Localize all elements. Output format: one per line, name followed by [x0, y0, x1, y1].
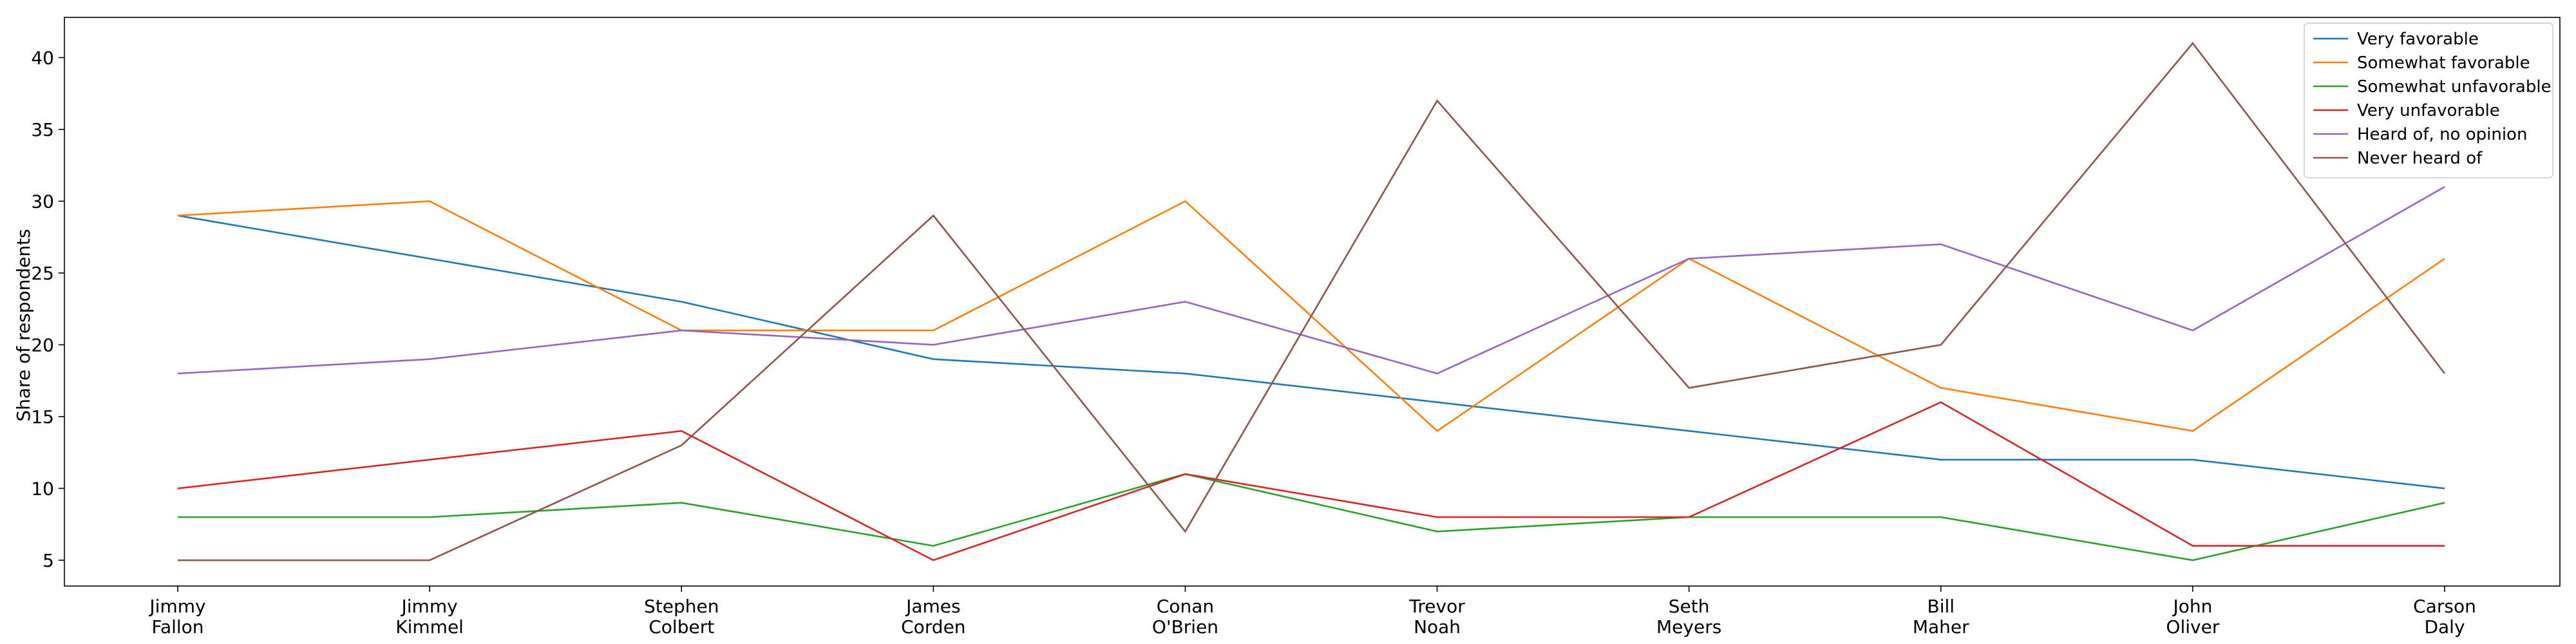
legend-label: Somewhat favorable: [2357, 53, 2530, 73]
legend-label: Somewhat unfavorable: [2357, 77, 2552, 97]
x-tick-label: Stephen Colbert: [644, 596, 719, 638]
plot-area: [64, 17, 2561, 587]
x-tick-label: Seth Meyers: [1656, 596, 1721, 638]
legend-label: Very unfavorable: [2357, 101, 2500, 120]
x-axis: Jimmy Fallon Jimmy Kimmel Stephen Colbert Jame…: [148, 586, 2476, 638]
y-axis-label: Share of respondents: [13, 229, 34, 421]
y-tick-label: 30: [31, 191, 54, 212]
x-tick-label: Carson Daly: [2413, 596, 2476, 638]
series-line-very-favorable: [177, 214, 2445, 489]
y-tick-label: 25: [31, 263, 54, 284]
y-tick-label: 5: [43, 550, 54, 571]
legend-label: Never heard of: [2357, 149, 2483, 168]
legend-box: [2304, 23, 2553, 178]
series-lines: [177, 42, 2446, 562]
plot-frame: [64, 17, 2561, 587]
legend-label: Heard of, no opinion: [2357, 125, 2527, 144]
x-tick-label: Trevor Noah: [1408, 596, 1465, 638]
x-tick-label: Jimmy Kimmel: [395, 596, 464, 638]
y-tick-label: 10: [31, 478, 54, 499]
y-tick-label: 15: [31, 406, 54, 428]
series-line-somewhat-unfavorable: [178, 473, 2445, 562]
series-line-heard-of-no-opinion: [177, 185, 2445, 375]
y-tick-label: 20: [31, 334, 54, 355]
y-tick-label: 40: [31, 47, 54, 68]
x-tick-label: Conan O'Brien: [1152, 596, 1218, 638]
x-tick-label: Bill Maher: [1913, 596, 1969, 638]
series-line-never-heard-of: [178, 42, 2446, 562]
x-tick-label: Jimmy Fallon: [148, 596, 205, 638]
series-line-very-unfavorable: [177, 401, 2445, 562]
y-tick-label: 35: [31, 119, 54, 140]
legend: Very favorable Somewhat favorable Somewhat…: [2304, 23, 2553, 178]
y-axis: 5 10 15 20 25 30 35 40: [31, 47, 64, 571]
legend-label: Very favorable: [2357, 30, 2479, 49]
x-tick-label: John Oliver: [2166, 596, 2219, 638]
x-tick-label: James Corden: [901, 596, 965, 638]
